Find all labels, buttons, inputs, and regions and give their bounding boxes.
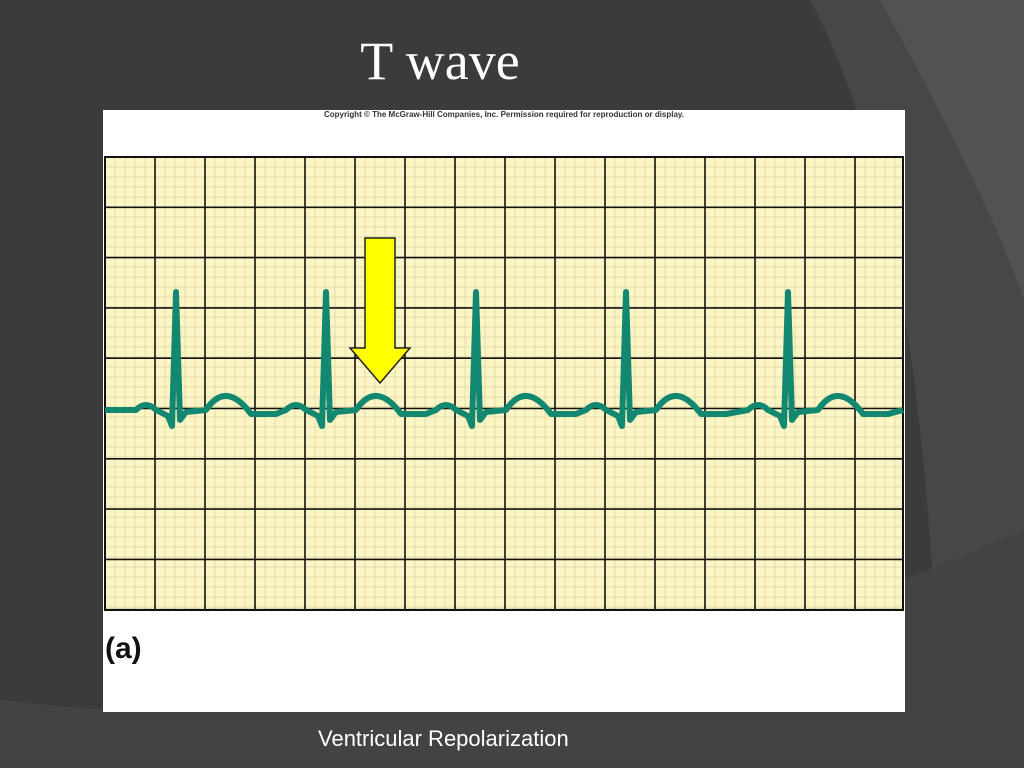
ecg-trace	[105, 289, 904, 429]
slide-title: T wave	[360, 31, 520, 91]
grid-paper	[105, 157, 903, 610]
caption: Ventricular Repolarization	[318, 726, 569, 751]
ecg-strip	[104, 156, 904, 611]
copyright: Copyright © The McGraw-Hill Companies, I…	[323, 110, 685, 119]
figure: Copyright © The McGraw-Hill Companies, I…	[103, 110, 905, 712]
grid-border	[104, 156, 904, 611]
figure-label: (a)	[105, 632, 142, 665]
arrow	[348, 237, 412, 385]
